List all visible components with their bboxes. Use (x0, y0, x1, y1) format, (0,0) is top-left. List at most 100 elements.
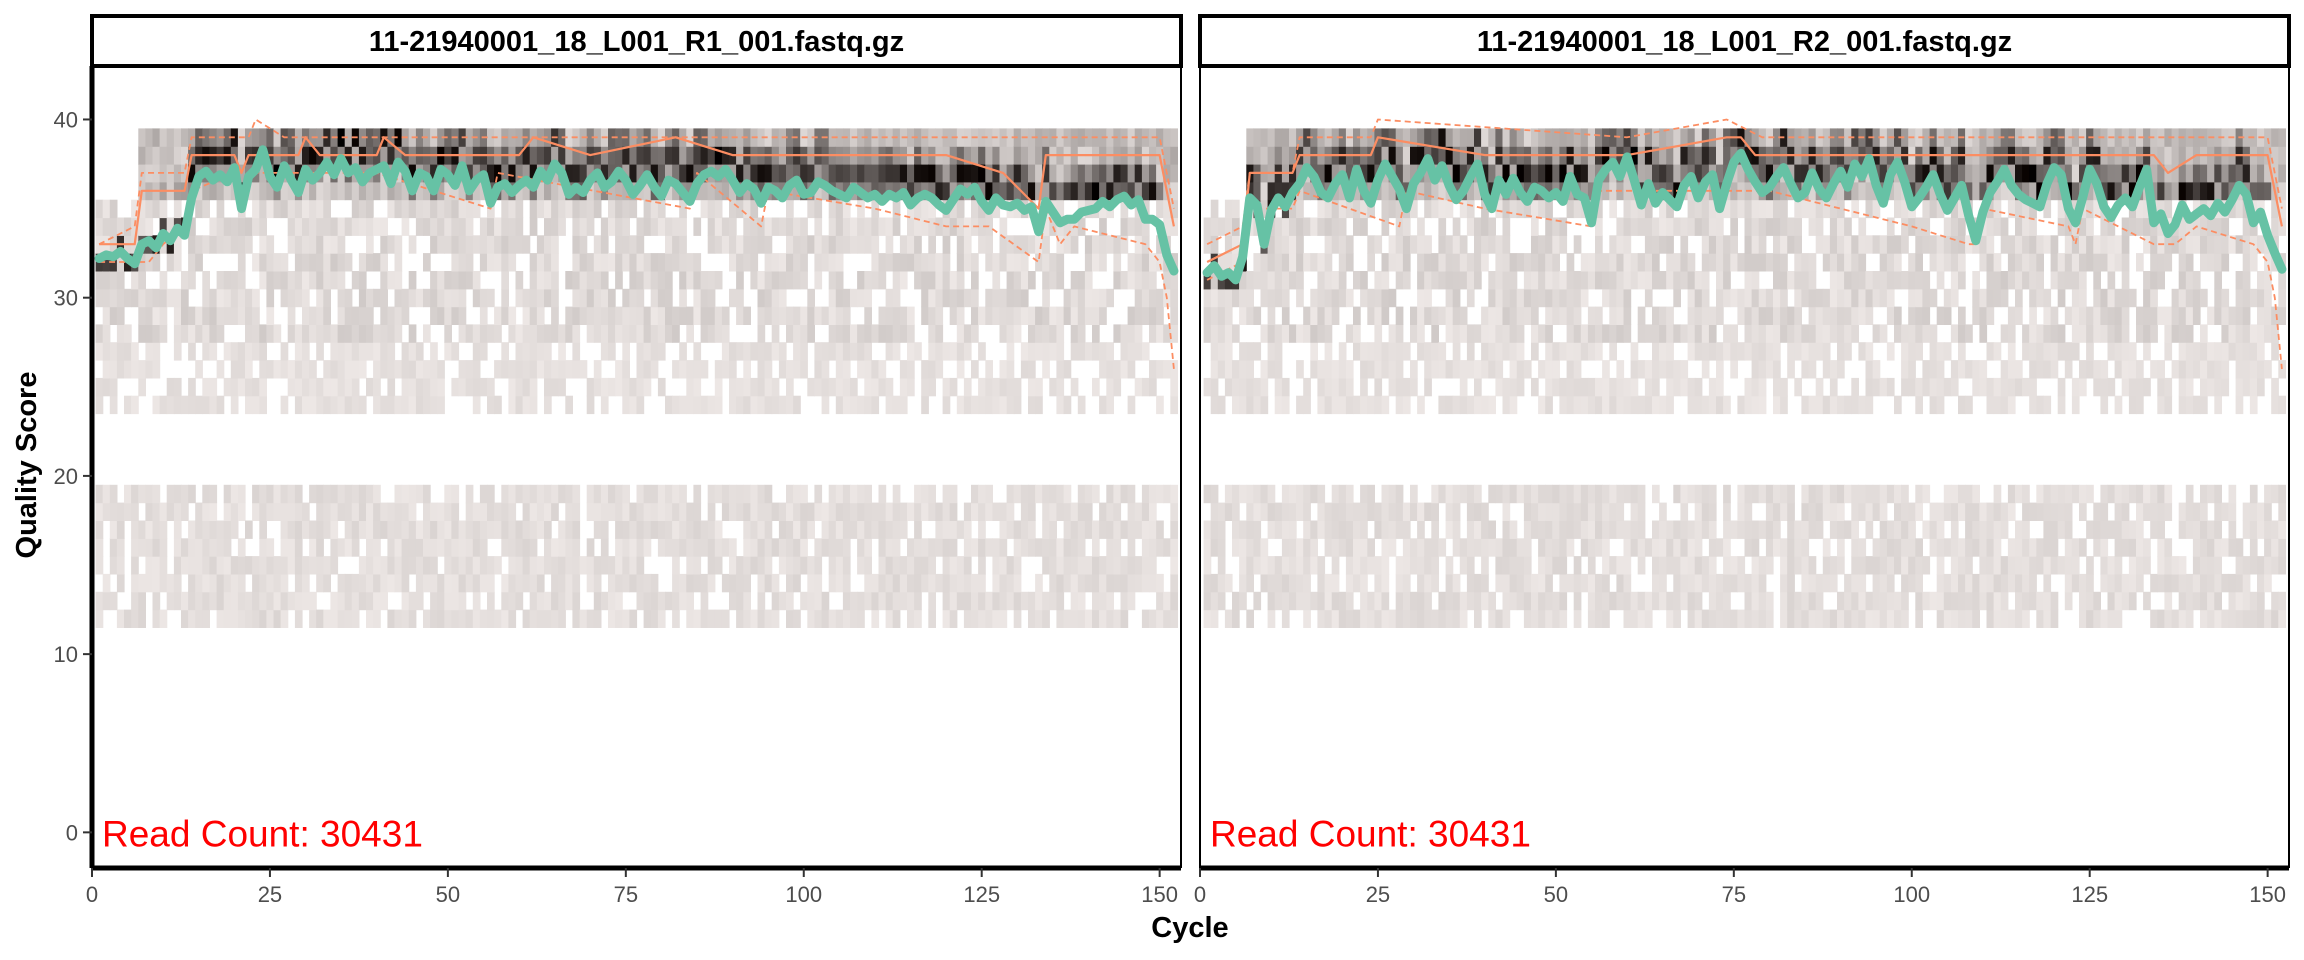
heat-cell (1224, 199, 1233, 219)
heat-cell (1331, 502, 1340, 521)
heat-cell (1381, 199, 1390, 219)
heat-cell (302, 146, 310, 165)
heat-cell (1929, 324, 1938, 343)
heat-cell (679, 520, 687, 539)
heat-cell (1708, 253, 1717, 272)
heat-cell (181, 306, 189, 325)
heat-cell (544, 217, 552, 236)
heat-cell (907, 538, 915, 557)
heat-cell (864, 360, 872, 379)
heat-cell (1858, 502, 1867, 521)
heat-cell (1281, 502, 1290, 521)
heat-cell (1395, 199, 1404, 219)
heat-cell (885, 520, 894, 539)
heat-cell (1616, 484, 1625, 504)
heat-cell (415, 591, 424, 611)
heat-cell (1127, 217, 1136, 236)
heat-cell (430, 609, 438, 628)
heat-cell (1922, 164, 1931, 183)
heat-cell (1020, 164, 1029, 183)
heat-cell (1886, 520, 1895, 539)
heat-cell (593, 573, 602, 593)
heat-cell (1163, 128, 1171, 147)
heat-cell (1737, 342, 1746, 361)
heat-cell (665, 324, 673, 343)
heat-cell (1141, 181, 1150, 201)
heat-cell (807, 556, 815, 575)
heat-cell (287, 377, 296, 397)
heat-cell (1751, 128, 1760, 147)
heat-cell (1374, 395, 1383, 415)
heat-cell (1829, 502, 1838, 521)
heat-cell (643, 538, 652, 557)
heat-cell (1239, 484, 1247, 504)
heat-cell (387, 556, 396, 575)
heat-cell (1687, 324, 1696, 343)
heat-cell (430, 377, 438, 397)
heat-cell (1794, 609, 1802, 628)
heat-cell (1260, 395, 1269, 415)
heat-cell (1616, 235, 1625, 254)
heat-cell (351, 306, 360, 325)
heat-cell (1395, 591, 1404, 611)
heat-cell (1310, 306, 1318, 325)
heat-cell (714, 377, 723, 397)
heat-cell (202, 324, 210, 343)
heat-cell (1281, 556, 1290, 575)
heat-cell (1680, 502, 1689, 521)
heat-cell (1894, 538, 1902, 557)
heat-cell (344, 395, 353, 415)
heat-cell (686, 146, 694, 165)
heat-cell (351, 502, 360, 521)
heat-cell (451, 591, 460, 611)
heat-cell (479, 342, 488, 361)
heat-cell (1609, 235, 1617, 254)
heat-cell (921, 164, 929, 183)
heat-cell (1545, 253, 1553, 272)
heat-cell (778, 342, 787, 361)
heat-cell (1943, 288, 1952, 308)
heat-cell (109, 199, 118, 219)
heat-cell (1438, 484, 1447, 504)
heat-cell (643, 520, 652, 539)
heat-cell (294, 235, 303, 254)
heat-cell (1049, 484, 1057, 504)
heat-cell (1417, 609, 1425, 628)
heat-cell (515, 556, 524, 575)
heat-cell (686, 556, 694, 575)
heat-cell (366, 217, 374, 236)
heat-cell (1127, 502, 1136, 521)
heat-cell (1808, 556, 1817, 575)
heat-cell (892, 591, 901, 611)
heat-cell (608, 377, 616, 397)
heat-cell (1637, 253, 1646, 272)
heat-cell (892, 306, 901, 325)
heat-cell (1070, 609, 1079, 628)
heat-cell (1056, 360, 1065, 379)
heat-cell (1545, 609, 1553, 628)
heat-cell (1481, 199, 1489, 219)
heat-cell (330, 609, 339, 628)
heat-cell (287, 502, 296, 521)
heat-cell (1908, 288, 1916, 308)
y-tick-label: 0 (66, 820, 78, 845)
heat-cell (479, 324, 488, 343)
heat-cell (1149, 324, 1157, 343)
heat-cell (330, 484, 339, 504)
heat-cell (1701, 235, 1710, 254)
heat-cell (1163, 591, 1171, 611)
heat-cell (373, 520, 381, 539)
heat-cell (1822, 199, 1831, 219)
heat-cell (1481, 217, 1489, 236)
heat-cell (280, 520, 289, 539)
heat-cell (95, 377, 104, 397)
heat-cell (800, 342, 808, 361)
heat-cell (159, 324, 168, 343)
heat-cell (807, 591, 815, 611)
heat-cell (636, 360, 645, 379)
heat-cell (928, 199, 936, 219)
heat-cell (1673, 164, 1681, 183)
heat-cell (109, 591, 118, 611)
heat-cell (878, 271, 887, 290)
heat-cell (743, 520, 751, 539)
